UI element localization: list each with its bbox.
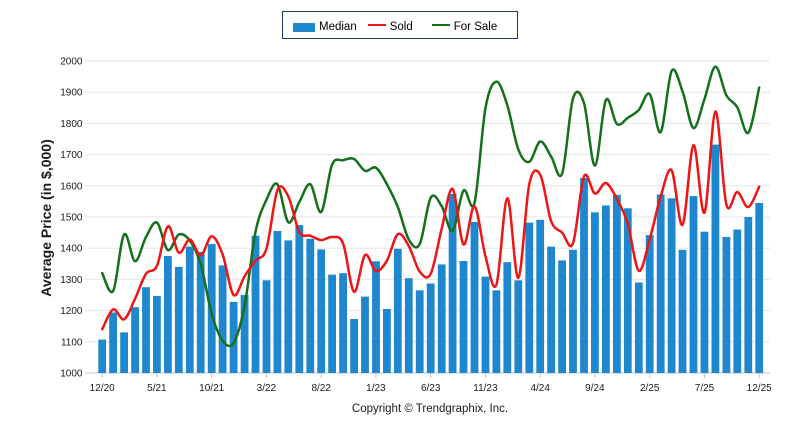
svg-text:12/25: 12/25 — [747, 383, 772, 394]
svg-text:2000: 2000 — [60, 57, 83, 68]
svg-text:1300: 1300 — [60, 275, 83, 286]
svg-text:1400: 1400 — [60, 244, 83, 255]
svg-text:1700: 1700 — [60, 150, 83, 161]
svg-text:1100: 1100 — [61, 337, 83, 348]
svg-text:10/21: 10/21 — [199, 383, 224, 394]
svg-text:1/23: 1/23 — [366, 383, 386, 394]
svg-text:1900: 1900 — [60, 88, 83, 99]
svg-text:1000: 1000 — [60, 369, 83, 380]
svg-text:3/22: 3/22 — [257, 383, 277, 394]
svg-text:1200: 1200 — [60, 306, 83, 317]
svg-text:7/25: 7/25 — [695, 383, 715, 394]
svg-text:1500: 1500 — [60, 213, 83, 224]
svg-text:1800: 1800 — [60, 119, 83, 130]
svg-text:1600: 1600 — [60, 181, 83, 192]
svg-text:12/20: 12/20 — [90, 383, 115, 394]
svg-text:Average Price (in $,000): Average Price (in $,000) — [38, 139, 54, 296]
svg-text:6/23: 6/23 — [421, 383, 441, 394]
svg-text:5/21: 5/21 — [147, 383, 167, 394]
svg-text:Copyright © Trendgraphix, Inc.: Copyright © Trendgraphix, Inc. — [352, 403, 508, 415]
svg-text:4/24: 4/24 — [530, 383, 550, 394]
svg-text:11/23: 11/23 — [473, 383, 498, 394]
svg-text:9/24: 9/24 — [585, 383, 605, 394]
svg-text:8/22: 8/22 — [311, 383, 331, 394]
svg-text:2/25: 2/25 — [640, 383, 660, 394]
